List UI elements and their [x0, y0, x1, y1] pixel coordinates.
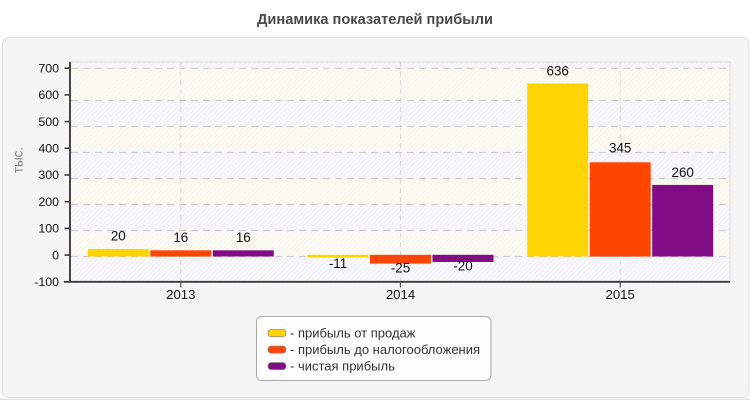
svg-text:100: 100 — [38, 222, 59, 236]
svg-text:300: 300 — [38, 168, 59, 182]
svg-text:- прибыль до налогообложения: - прибыль до налогообложения — [290, 342, 480, 357]
svg-text:тыс.: тыс. — [11, 147, 26, 173]
svg-text:345: 345 — [609, 141, 631, 156]
svg-text:-11: -11 — [329, 256, 347, 271]
svg-text:- прибыль от продаж: - прибыль от продаж — [290, 326, 416, 341]
svg-text:260: 260 — [672, 165, 694, 180]
svg-text:0: 0 — [52, 248, 59, 262]
svg-text:700: 700 — [38, 61, 59, 75]
svg-text:-20: -20 — [453, 259, 472, 274]
svg-text:Динамика показателей прибыли: Динамика показателей прибыли — [257, 12, 493, 28]
svg-text:400: 400 — [38, 142, 59, 156]
svg-text:20: 20 — [111, 229, 126, 244]
svg-text:16: 16 — [173, 230, 188, 245]
svg-text:500: 500 — [38, 115, 59, 129]
svg-text:-100: -100 — [34, 275, 59, 289]
svg-text:200: 200 — [38, 195, 59, 209]
svg-text:2015: 2015 — [606, 287, 635, 302]
svg-text:636: 636 — [547, 63, 569, 78]
svg-text:-25: -25 — [391, 260, 410, 275]
svg-text:- чистая прибыль: - чистая прибыль — [290, 359, 395, 374]
svg-text:600: 600 — [38, 88, 59, 102]
svg-text:16: 16 — [236, 230, 251, 245]
svg-text:2013: 2013 — [166, 287, 195, 302]
svg-text:2014: 2014 — [386, 287, 415, 302]
